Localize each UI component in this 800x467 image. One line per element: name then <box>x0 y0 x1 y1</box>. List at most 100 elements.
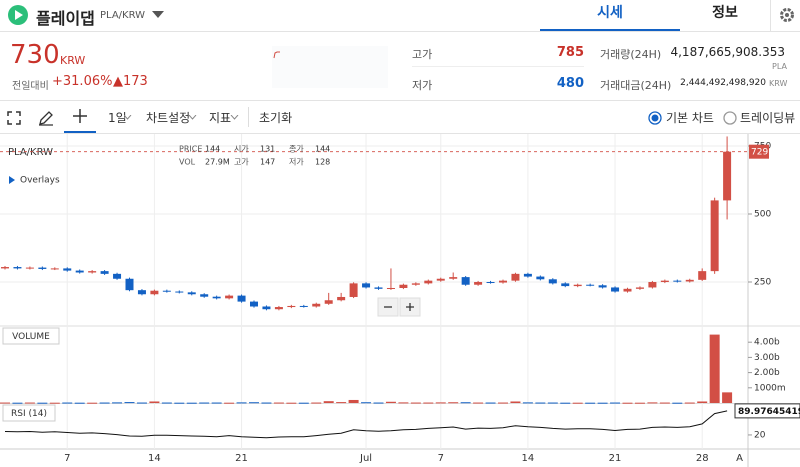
volume-bar <box>485 402 496 404</box>
currency: KRW <box>60 54 86 67</box>
coin-logo <box>8 5 28 25</box>
draw[interactable] <box>38 110 54 126</box>
volume-bar <box>336 402 347 404</box>
volume-bar <box>136 402 147 404</box>
candle-body <box>362 283 371 288</box>
volume-bar <box>161 402 172 404</box>
rsi-line <box>4 410 728 439</box>
candle-body <box>100 271 109 274</box>
info-value: 128 <box>315 158 330 167</box>
overlay-toggle[interactable] <box>9 176 15 184</box>
volume-bar <box>423 402 434 404</box>
chart-settings[interactable]: 차트설정 <box>146 111 191 125</box>
candle-body <box>75 270 84 273</box>
volume-bar <box>74 402 85 404</box>
rsi-value: 89.97645419 <box>738 407 800 417</box>
volume-bar <box>149 401 160 403</box>
volume-bar <box>410 402 421 404</box>
candle-body <box>685 279 694 282</box>
volume-bar <box>112 402 123 404</box>
candle-body <box>88 271 97 273</box>
candle-body <box>561 283 570 287</box>
candle-body <box>436 278 445 281</box>
candle-body <box>586 284 595 286</box>
volume-label: 거래량(24H) <box>600 48 662 61</box>
rsi-title-box <box>2 404 56 422</box>
reset[interactable]: 초기화 <box>259 111 293 125</box>
volume-bar <box>435 402 446 404</box>
indicators[interactable]: 지표 <box>209 111 232 125</box>
candle-body <box>648 282 657 288</box>
interval[interactable]: 1일 <box>108 111 127 125</box>
candle-body <box>299 305 308 307</box>
high-label: 고가 <box>412 48 433 61</box>
x-tick-label: Jul <box>359 453 372 464</box>
chart-mode[interactable]: 기본 차트 <box>666 111 714 125</box>
value-label: 거래대금(24H) <box>600 79 672 92</box>
y-tick-label: 20 <box>754 430 766 440</box>
candle-body <box>461 277 470 285</box>
volume: 4,187,665,908.353 <box>670 45 785 59</box>
tab[interactable]: 정보 <box>712 5 738 21</box>
radio-on[interactable] <box>648 111 662 125</box>
divider <box>248 107 249 127</box>
settings[interactable] <box>770 0 800 31</box>
dropdown[interactable] <box>152 11 164 19</box>
candle-body <box>212 296 221 299</box>
rsi-tag <box>734 403 800 419</box>
volume-bar <box>348 399 359 403</box>
candle-body <box>511 273 520 281</box>
value: 2,444,492,498,920 <box>680 78 766 88</box>
x-tick-label: A <box>736 453 743 464</box>
info-label: 고가 <box>234 158 249 167</box>
volume-bar <box>547 402 558 404</box>
volume-bar <box>622 402 633 404</box>
info-value: 144 <box>315 145 330 154</box>
info-value: 131 <box>260 145 275 154</box>
volume-bar <box>697 401 708 403</box>
fullscreen[interactable] <box>7 111 21 125</box>
overlays[interactable]: Overlays <box>20 176 60 186</box>
volume-bar <box>709 334 720 403</box>
info-label: 저가 <box>289 158 304 167</box>
info-label: 시가 <box>234 145 249 154</box>
volume-bar <box>498 402 508 404</box>
mini-chart <box>272 46 388 88</box>
info-value: 144 <box>205 145 220 154</box>
volume-bar <box>37 402 48 404</box>
pair: PLA/KRW <box>100 10 146 21</box>
change-amount: ▲173 <box>113 74 148 89</box>
candle-body <box>63 268 72 271</box>
change-label: 전일대비 <box>12 81 49 92</box>
crosshair[interactable] <box>64 101 96 133</box>
summary: 730 KRW 전일대비 +31.06% ▲173 고가 785 저가 480 … <box>0 32 800 101</box>
candle-body <box>150 290 159 295</box>
volume-bar <box>12 402 23 404</box>
info-label: 종가 <box>289 145 304 154</box>
tab[interactable]: 시세 <box>540 0 680 31</box>
candle-body <box>175 291 184 293</box>
volume-bar <box>610 402 621 404</box>
candle-body <box>125 278 134 291</box>
chart-mode[interactable]: 트레이딩뷰 <box>740 111 796 125</box>
info-label: VOL <box>179 158 196 167</box>
candle-body <box>50 268 59 270</box>
volume-bar <box>99 402 110 404</box>
radio-off[interactable] <box>723 111 737 125</box>
coin-name: 플레이댑 <box>36 9 95 28</box>
volume-bar <box>722 392 733 403</box>
top-bar: 플레이댑 PLA/KRW 시세 정보 <box>0 0 800 32</box>
volume-bar <box>361 402 372 404</box>
low-label: 저가 <box>412 79 433 92</box>
candle-body <box>13 267 22 269</box>
toolbar: 1일 차트설정 지표 초기화 기본 차트 트레이딩뷰 <box>0 101 800 134</box>
last-price: 729 <box>751 148 768 158</box>
candle-body <box>349 283 358 297</box>
zoom-controls[interactable] <box>377 297 421 317</box>
volume-bar <box>672 402 683 404</box>
y-tick-label: 1000m <box>754 383 786 393</box>
y-tick-label: 500 <box>754 209 771 219</box>
low: 480 <box>556 76 584 91</box>
volume-bar <box>659 402 670 404</box>
volume-bar <box>24 402 35 404</box>
